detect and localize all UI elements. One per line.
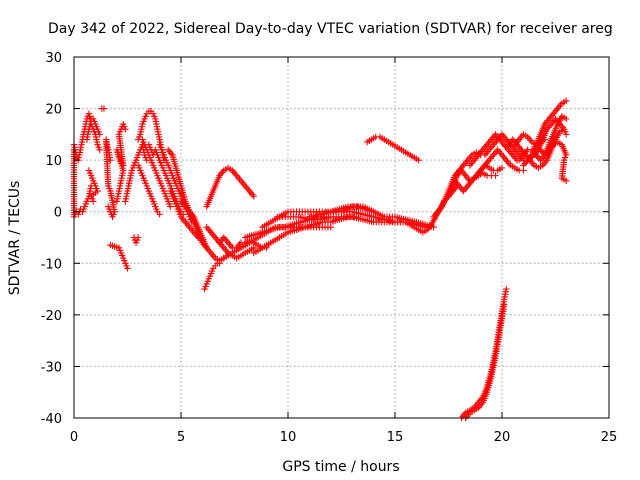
data-point xyxy=(167,203,174,210)
data-point xyxy=(415,156,422,164)
series-arc-19 xyxy=(201,260,223,293)
series-arc-10 xyxy=(130,234,142,246)
series-arc-45 xyxy=(511,131,548,148)
data-point xyxy=(563,131,570,138)
series-arc-12 xyxy=(135,162,163,218)
data-point xyxy=(563,97,570,105)
y-tick-label: 10 xyxy=(45,154,62,169)
series-arc-20 xyxy=(203,164,257,210)
data-point xyxy=(498,164,506,172)
series-arc-42 xyxy=(520,97,570,169)
x-tick-label: 10 xyxy=(280,430,297,445)
data-point xyxy=(107,156,114,164)
data-point xyxy=(90,198,97,205)
series-arc-5 xyxy=(98,105,108,112)
data-point xyxy=(156,211,163,218)
data-point xyxy=(216,260,223,267)
y-tick-label: 20 xyxy=(45,103,62,118)
series-arc-44 xyxy=(537,138,570,184)
data-point xyxy=(492,172,499,179)
data-point xyxy=(135,234,142,241)
data-markers xyxy=(70,97,570,422)
y-tick-label: -30 xyxy=(41,360,62,375)
series-arc-8 xyxy=(107,242,131,272)
x-tick-label: 5 xyxy=(177,430,185,445)
series-arc-3 xyxy=(83,115,103,143)
y-tick-label: 0 xyxy=(54,206,62,221)
data-point xyxy=(96,146,103,154)
series-arc-18 xyxy=(177,198,227,264)
x-tick-label: 0 xyxy=(70,430,78,445)
series-arc-36 xyxy=(473,146,527,179)
series-arc-13 xyxy=(139,136,174,210)
y-tick-label: 30 xyxy=(45,51,62,66)
data-point xyxy=(250,193,257,200)
series-arc-29 xyxy=(338,203,437,231)
x-tick-label: 15 xyxy=(387,430,404,445)
series-arc-39 xyxy=(462,301,508,422)
series-arc-6 xyxy=(102,136,118,221)
series-arc-17 xyxy=(167,187,206,244)
series-arc-7 xyxy=(113,120,129,205)
chart-title: Day 342 of 2022, Sidereal Day-to-day VTE… xyxy=(48,21,613,37)
series-arc-4 xyxy=(85,167,101,205)
plot-frame xyxy=(73,56,610,419)
x-tick-label: 25 xyxy=(601,430,618,445)
y-tick-label: -40 xyxy=(41,412,62,427)
axis-ticks: 0 5 10 15 20 25 -40 -30 -20 -10 0 10 20 30 xyxy=(41,51,618,445)
data-point xyxy=(503,285,510,293)
data-point xyxy=(563,115,570,123)
data-point xyxy=(100,105,108,112)
data-point xyxy=(124,265,131,272)
x-axis-label: GPS time / hours xyxy=(282,459,399,475)
series-arc-30 xyxy=(363,133,422,164)
y-tick-label: -20 xyxy=(41,309,62,324)
y-axis-label: SDTVAR / TECUs xyxy=(7,181,23,296)
data-point xyxy=(122,126,129,133)
y-tick-label: -10 xyxy=(41,257,62,272)
series-arc-9 xyxy=(122,141,150,205)
data-point xyxy=(541,136,548,143)
data-point xyxy=(96,131,103,138)
data-point xyxy=(563,177,570,184)
series-arc-35 xyxy=(466,131,521,169)
x-tick-label: 20 xyxy=(494,430,511,445)
data-point xyxy=(500,301,508,308)
grid xyxy=(74,57,609,418)
